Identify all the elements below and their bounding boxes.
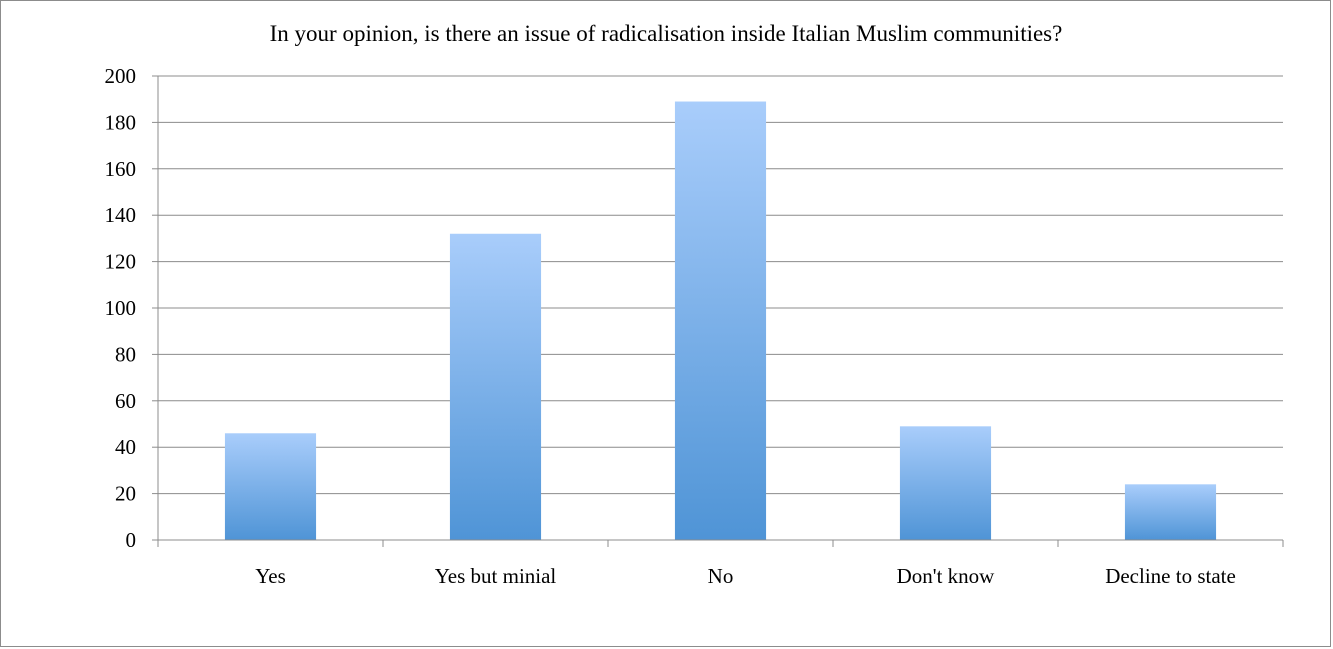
x-axis-category-labels: Yes Yes but minial No Don't know Decline to … bbox=[255, 564, 1236, 588]
y-tick-label: 100 bbox=[105, 296, 137, 320]
bar-yes bbox=[224, 433, 317, 540]
y-tick-label: 60 bbox=[115, 389, 136, 413]
x-category-label: No bbox=[708, 564, 734, 588]
y-tick-label: 140 bbox=[105, 203, 137, 227]
x-category-label: Don't know bbox=[897, 564, 996, 588]
x-category-label: Yes but minial bbox=[435, 564, 557, 588]
bars bbox=[224, 101, 1217, 541]
bar-decline-to-state bbox=[1124, 484, 1217, 540]
y-tick-label: 160 bbox=[105, 157, 137, 181]
bar-don-t-know bbox=[899, 426, 992, 540]
y-tick-label: 0 bbox=[126, 528, 137, 552]
chart-title: In your opinion, is there an issue of ra… bbox=[270, 21, 1063, 46]
y-tick-label: 180 bbox=[105, 110, 137, 134]
y-tick-label: 120 bbox=[105, 250, 137, 274]
bar-no bbox=[674, 101, 767, 541]
x-axis bbox=[152, 75, 1284, 547]
y-tick-label: 20 bbox=[115, 482, 136, 506]
y-tick-label: 40 bbox=[115, 435, 136, 459]
bar-yes-but-minial bbox=[449, 233, 542, 540]
y-tick-label: 200 bbox=[105, 64, 137, 88]
y-axis-tick-labels: 0 20 40 60 80 100 120 140 160 180 200 bbox=[105, 64, 137, 552]
y-tick-label: 80 bbox=[115, 342, 136, 366]
x-category-label: Yes bbox=[255, 564, 286, 588]
x-category-label: Decline to state bbox=[1105, 564, 1236, 588]
